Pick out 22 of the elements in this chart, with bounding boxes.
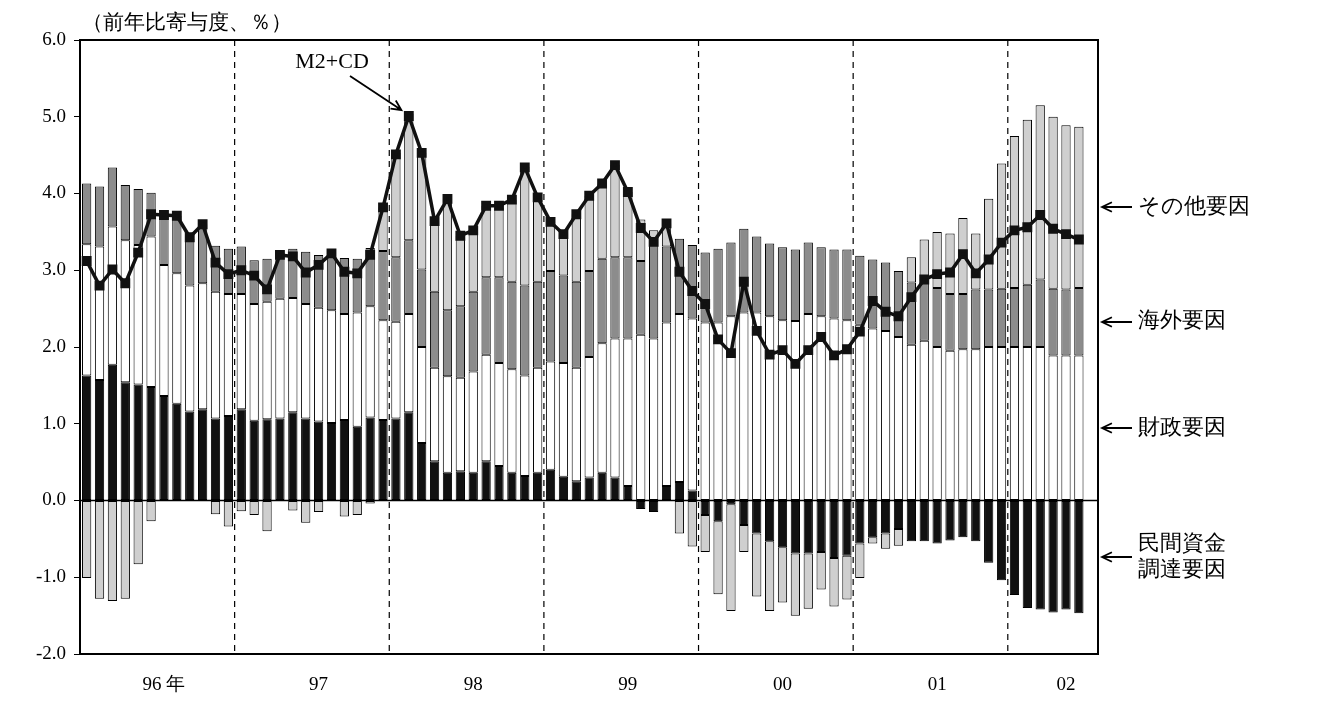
text: 民間資金調達要因 xyxy=(1138,529,1226,581)
x-tick-label: 02 xyxy=(1056,673,1076,695)
x-tick-label: 00 xyxy=(773,673,792,695)
y-axis-title: （前年比寄与度、％） xyxy=(82,10,292,35)
y-tick-label: 2.0 xyxy=(42,334,66,356)
y-tick-label: -1.0 xyxy=(35,565,66,587)
y-tick-label: 1.0 xyxy=(42,411,66,433)
text: M2+CD xyxy=(295,47,369,73)
text: 財政要因 xyxy=(1138,413,1226,439)
y-tick-label: 3.0 xyxy=(42,258,66,280)
y-tick-label: 6.0 xyxy=(42,27,66,49)
y-tick-label: -2.0 xyxy=(35,641,66,663)
x-tick-label: 98 xyxy=(463,673,483,695)
x-tick-label: 97 xyxy=(309,673,329,695)
text: 海外要因 xyxy=(1138,307,1226,333)
x-tick-label: 99 xyxy=(618,673,638,695)
y-tick-label: 5.0 xyxy=(42,104,66,126)
x-tick-label: 01 xyxy=(927,673,947,695)
y-tick-label: 0.0 xyxy=(42,488,66,510)
x-tick-label: 96 年 xyxy=(142,673,186,695)
y-tick-label: 4.0 xyxy=(42,181,66,203)
text: その他要因 xyxy=(1138,193,1250,219)
